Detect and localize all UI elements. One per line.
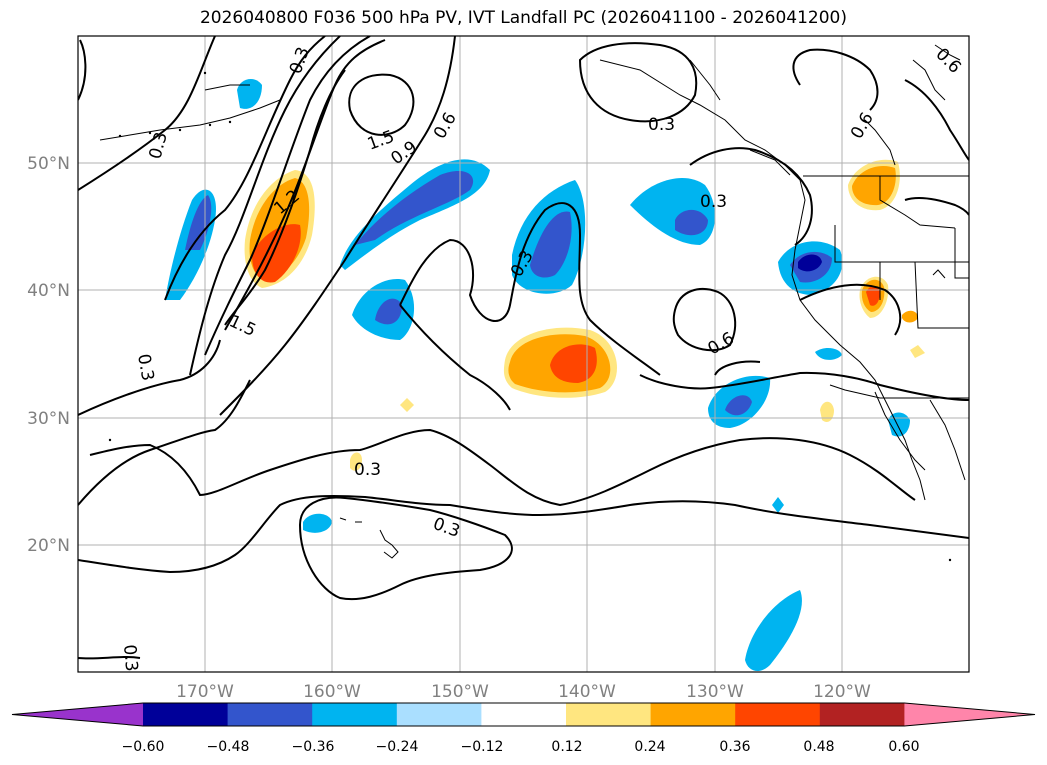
colorbar-swatch [819, 703, 905, 726]
colorbar-tick: −0.24 [376, 739, 419, 755]
lon-labels: 170°W 160°W 150°W 140°W 130°W 120°W [176, 682, 871, 702]
contour-label: 0.3 [133, 352, 157, 382]
lat-label: 30°N [27, 409, 70, 429]
colorbar-extend-high [904, 703, 1035, 726]
positive-anomaly-fills [244, 159, 925, 471]
lon-label: 150°W [431, 682, 489, 702]
colorbar-swatches [11, 702, 1036, 727]
lon-label: 120°W [813, 682, 871, 702]
colorbar-swatch [143, 703, 229, 726]
colorbar-swatch [227, 703, 313, 726]
colorbar-tick: −0.48 [207, 739, 250, 755]
contour-label: 0.3 [354, 460, 381, 480]
colorbar-tick: −0.36 [292, 739, 335, 755]
colorbar-ticks: −0.60 −0.48 −0.36 −0.24 −0.12 0.12 0.24 … [122, 739, 920, 755]
map-frame [77, 35, 970, 673]
colorbar-tick: −0.60 [122, 739, 165, 755]
colorbar-swatch [735, 703, 821, 726]
lon-label: 160°W [303, 682, 361, 702]
colorbar-tick: 0.36 [719, 739, 750, 755]
lat-label: 40°N [27, 281, 70, 301]
contour-label: 0.3 [119, 644, 141, 673]
colorbar-tick: 0.12 [551, 739, 582, 755]
negative-anomaly-fills [165, 78, 910, 672]
colorbar-swatch [312, 703, 398, 726]
contour-label: 0.3 [700, 192, 727, 212]
colorbar-tick: 0.24 [634, 739, 665, 755]
lat-labels: 50°N 40°N 30°N 20°N [27, 154, 70, 556]
colorbar-tick: −0.12 [461, 739, 504, 755]
colorbar-swatch [650, 703, 736, 726]
pv-contours [78, 36, 969, 660]
colorbar-swatch [396, 703, 482, 726]
colorbar-swatch [566, 703, 652, 726]
colorbar: −0.60 −0.48 −0.36 −0.24 −0.12 0.12 0.24 … [11, 702, 1036, 755]
coastlines [99, 44, 969, 559]
lon-label: 140°W [558, 682, 616, 702]
colorbar-extend-low [12, 703, 143, 726]
lat-label: 20°N [27, 536, 70, 556]
lon-label: 170°W [176, 682, 234, 702]
colorbar-swatch [481, 703, 567, 726]
map-area: 0.3 0.3 0.3 0.3 0.3 0.3 0.3 0.3 0.3 0.6 … [78, 36, 969, 672]
map-title: 2026040800 F036 500 hPa PV, IVT Landfall… [199, 8, 847, 28]
small-islands [108, 71, 952, 562]
lon-label: 130°W [686, 682, 744, 702]
lat-label: 50°N [27, 154, 70, 174]
colorbar-tick: 0.60 [888, 739, 919, 755]
colorbar-outline [11, 702, 1036, 727]
contour-label: 0.3 [648, 115, 675, 135]
colorbar-tick: 0.48 [803, 739, 834, 755]
